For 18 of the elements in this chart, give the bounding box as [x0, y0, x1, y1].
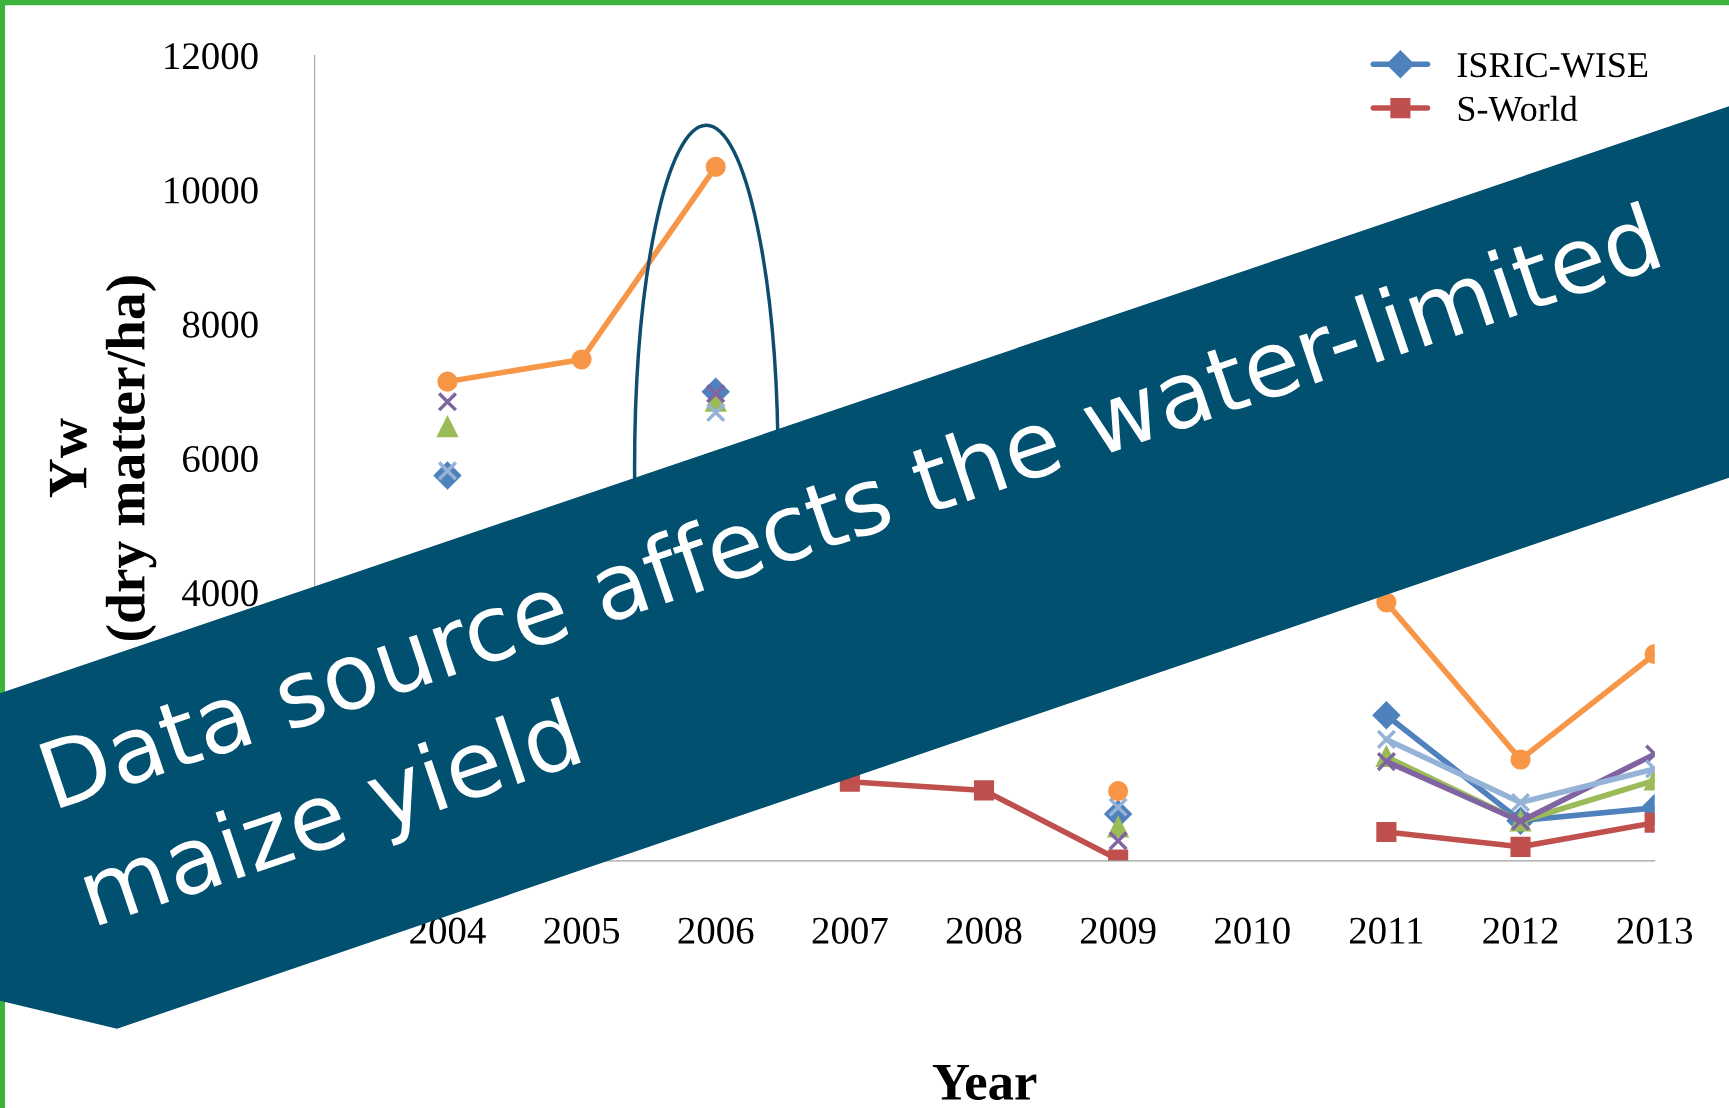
x-tick-label: 2007 — [812, 917, 888, 944]
x-tick-label: 2011 — [1349, 917, 1423, 944]
legend-label: ISRIC-WISE — [1457, 53, 1648, 78]
x-tick-label: 2013 — [1617, 917, 1693, 944]
x-tick-label: 2012 — [1483, 917, 1558, 944]
x-tick-label: 2006 — [678, 917, 754, 944]
y-tick-label: 12000 — [165, 43, 258, 70]
y-axis-title: Yw (dry matter/ha) — [49, 276, 157, 641]
x-tick-label: 2010 — [1215, 917, 1290, 944]
x-tick-label: 2009 — [1080, 917, 1156, 944]
x-axis-title: Year — [932, 1064, 1037, 1100]
y-tick-label: 4000 — [182, 580, 258, 607]
y-tick-label: 6000 — [183, 445, 258, 473]
legend-label: S-World — [1458, 95, 1578, 122]
x-tick-label: 2008 — [946, 917, 1022, 944]
y-tick-label: 8000 — [182, 311, 258, 338]
x-tick-label: 2005 — [544, 917, 619, 944]
y-tick-label: 10000 — [165, 177, 258, 204]
